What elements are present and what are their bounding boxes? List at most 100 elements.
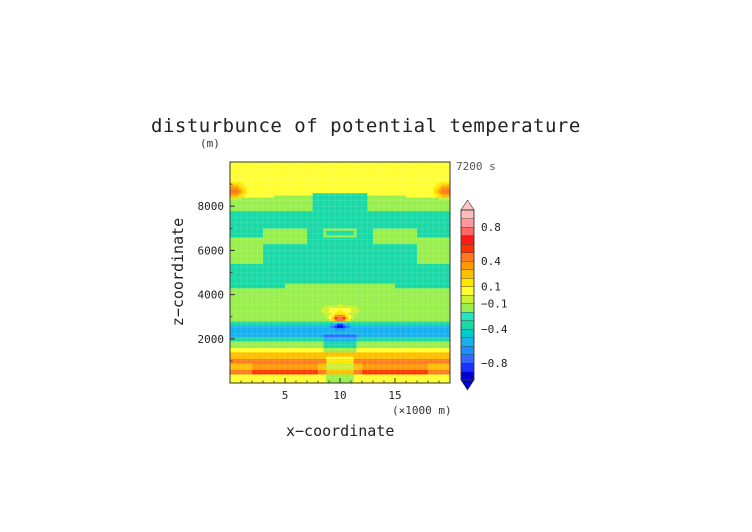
heatmap-cell <box>235 263 239 267</box>
heatmap-cell <box>329 170 333 174</box>
heatmap-cell <box>287 206 291 209</box>
heatmap-cell <box>326 343 330 346</box>
heatmap-cell <box>323 323 327 326</box>
heatmap-cell <box>274 380 278 383</box>
heatmap-cell <box>318 228 322 231</box>
heatmap-cell <box>348 327 352 331</box>
heatmap-cell <box>257 265 261 269</box>
heatmap-cell <box>287 316 291 320</box>
heatmap-cell <box>304 192 308 196</box>
heatmap-cell <box>331 270 335 273</box>
heatmap-cell <box>268 325 272 329</box>
heatmap-cell <box>268 219 272 222</box>
heatmap-cell <box>263 352 267 355</box>
heatmap-cell <box>309 292 313 295</box>
heatmap-cell <box>252 371 256 375</box>
heatmap-cell <box>293 349 297 353</box>
heatmap-cell <box>268 164 272 167</box>
heatmap-cell <box>276 336 280 340</box>
heatmap-cell <box>285 230 289 234</box>
heatmap-cell <box>268 334 272 337</box>
heatmap-cell <box>296 338 300 342</box>
heatmap-cell <box>359 307 363 311</box>
heatmap-cell <box>301 354 305 357</box>
heatmap-cell <box>320 336 324 340</box>
heatmap-cell <box>235 265 239 269</box>
heatmap-cell <box>353 265 357 269</box>
heatmap-cell <box>287 272 291 276</box>
heatmap-cell <box>342 347 346 351</box>
heatmap-cell <box>359 230 363 234</box>
heatmap-cell <box>263 294 267 298</box>
heatmap-cell <box>260 268 264 271</box>
heatmap-cell <box>252 356 256 359</box>
heatmap-cell <box>246 268 250 271</box>
heatmap-cell <box>296 358 300 362</box>
heatmap-cell <box>230 307 234 311</box>
heatmap-cell <box>298 299 302 302</box>
heatmap-cell <box>315 241 319 245</box>
heatmap-cell <box>252 314 256 317</box>
heatmap-cell <box>364 292 368 295</box>
heatmap-cell <box>362 270 366 273</box>
heatmap-cell <box>296 261 300 264</box>
heatmap-cell <box>293 378 297 382</box>
heatmap-cell <box>342 232 346 236</box>
heatmap-cell <box>279 237 283 240</box>
heatmap-cell <box>238 303 242 306</box>
heatmap-cell <box>320 341 324 344</box>
heatmap-cell <box>348 228 352 231</box>
heatmap-cell <box>257 261 261 264</box>
heatmap-cell <box>364 190 368 194</box>
heatmap-cell <box>263 281 267 284</box>
heatmap-cell <box>249 283 253 287</box>
heatmap-cell <box>238 206 242 209</box>
heatmap-cell <box>345 192 349 196</box>
heatmap-cell <box>340 177 344 180</box>
heatmap-cell <box>263 234 267 238</box>
heatmap-cell <box>293 188 297 192</box>
heatmap-cell <box>351 303 355 306</box>
heatmap-cell <box>232 234 236 238</box>
heatmap-cell <box>282 299 286 302</box>
heatmap-cell <box>260 170 264 174</box>
heatmap-cell <box>285 305 289 309</box>
heatmap-cell <box>274 290 278 293</box>
heatmap-cell <box>249 347 253 351</box>
heatmap-cell <box>249 358 253 362</box>
heatmap-cell <box>285 164 289 167</box>
heatmap-cell <box>331 318 335 322</box>
heatmap-cell <box>359 376 363 379</box>
heatmap-cell <box>309 192 313 196</box>
heatmap-cell <box>282 241 286 245</box>
heatmap-cell <box>254 221 258 225</box>
heatmap-cell <box>326 268 330 271</box>
heatmap-cell <box>271 181 275 185</box>
heatmap-cell <box>337 232 341 236</box>
heatmap-cell <box>243 329 247 333</box>
heatmap-cell <box>263 239 267 242</box>
heatmap-cell <box>356 374 360 377</box>
heatmap-cell <box>307 371 311 375</box>
heatmap-cell <box>348 164 352 167</box>
heatmap-cell <box>268 221 272 225</box>
heatmap-cell <box>241 181 245 185</box>
heatmap-cell <box>342 303 346 306</box>
heatmap-cell <box>301 212 305 216</box>
heatmap-cell <box>304 237 308 240</box>
heatmap-cell <box>260 285 264 289</box>
heatmap-cell <box>353 272 357 276</box>
heatmap-cell <box>329 369 333 373</box>
heatmap-cell <box>241 292 245 295</box>
heatmap-cell <box>307 177 311 180</box>
heatmap-cell <box>356 265 360 269</box>
heatmap-cell <box>329 283 333 287</box>
heatmap-cell <box>274 281 278 284</box>
heatmap-cell <box>356 272 360 276</box>
heatmap-cell <box>254 188 258 192</box>
heatmap-cell <box>246 170 250 174</box>
heatmap-cell <box>320 285 324 289</box>
heatmap-cell <box>252 301 256 304</box>
heatmap-cell <box>243 228 247 231</box>
heatmap-cell <box>263 314 267 317</box>
